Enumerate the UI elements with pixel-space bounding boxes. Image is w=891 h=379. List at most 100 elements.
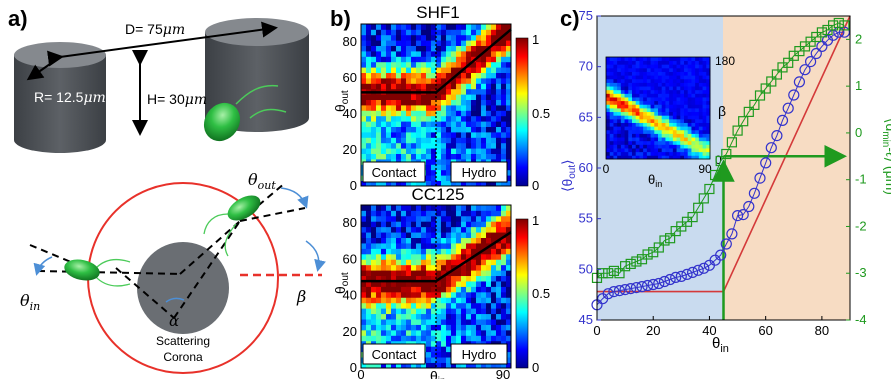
heatmap-cell — [466, 94, 472, 100]
inset-cell — [650, 108, 655, 113]
theta-out-point — [765, 142, 777, 154]
heatmap-cell — [486, 210, 492, 217]
heatmap-cell — [466, 132, 472, 138]
inset-cell — [624, 71, 629, 76]
heatmap-cell — [481, 362, 487, 369]
heatmap-cell — [491, 232, 497, 238]
heatmap-cell — [436, 281, 442, 287]
heatmap-cell — [416, 105, 422, 111]
inset-cell — [639, 67, 644, 72]
inset-cell — [654, 71, 659, 76]
heatmap-cell — [446, 357, 452, 363]
heatmap-cell — [431, 56, 437, 63]
alpha-label: α — [169, 312, 179, 330]
heatmap-cell — [421, 243, 427, 249]
inset-cell — [646, 78, 651, 83]
inset-cell — [695, 129, 700, 134]
heatmap-cell — [411, 51, 417, 57]
inset-cell — [643, 111, 648, 116]
heatmap-cell — [476, 253, 482, 260]
inset-cell — [672, 104, 677, 109]
heatmap-cell — [371, 253, 377, 260]
heatmap-cell — [421, 126, 427, 133]
inset-cell — [650, 118, 655, 123]
inset-cell — [695, 93, 700, 98]
heatmap-cell — [461, 99, 467, 106]
inset-cell — [635, 144, 640, 149]
heatmap-cell — [466, 105, 472, 111]
heatmap-cell — [386, 99, 392, 106]
heatmap-cell — [376, 34, 382, 41]
heatmap-cell — [396, 51, 402, 57]
heatmap-cell — [496, 142, 502, 149]
inset-cell — [650, 140, 655, 145]
panel-c-xlabel: θin — [712, 335, 729, 355]
heatmap-cell — [461, 126, 467, 133]
heatmap-cell — [406, 291, 412, 298]
heatmap-cell — [486, 67, 492, 73]
heatmap-cell — [426, 205, 432, 211]
heatmap-cell — [416, 51, 422, 57]
heatmap-cell — [376, 105, 382, 111]
inset-cell — [702, 97, 707, 102]
heatmap-cell — [426, 126, 432, 133]
heatmap-cell — [416, 78, 422, 84]
inset-cell — [613, 108, 618, 113]
inset-cell — [669, 104, 674, 109]
inset-cell — [606, 148, 611, 153]
inset-cell — [639, 75, 644, 80]
inset-cell — [635, 126, 640, 131]
heatmap-cell — [446, 248, 452, 255]
inset-cell — [632, 86, 637, 91]
inset-cell — [650, 126, 655, 131]
heatmap-cell — [451, 302, 457, 309]
inset-cell — [609, 148, 614, 153]
heatmap-cell — [506, 275, 512, 282]
inset-cell — [617, 148, 622, 153]
heatmap-cell — [406, 221, 412, 228]
heatmap-cell — [471, 29, 477, 36]
inset-cell — [672, 122, 677, 127]
heatmap-cell — [506, 259, 512, 266]
heatmap-cell — [361, 205, 367, 211]
heatmap-cell — [486, 40, 492, 46]
heatmap-cell — [441, 297, 447, 304]
inset-cell — [665, 115, 670, 120]
inset-cell — [672, 151, 677, 156]
heatmap-cell — [506, 169, 512, 176]
inset-cell — [632, 89, 637, 94]
inset-cell — [624, 100, 629, 105]
heatmap-cell — [386, 110, 392, 117]
inset-cell — [680, 78, 685, 83]
heatmap-cell — [366, 237, 372, 244]
heatmap-cell — [426, 148, 432, 154]
heatmap-cell — [476, 215, 482, 222]
inset-cell — [698, 126, 703, 131]
heatmap-cell — [361, 319, 367, 325]
heatmap-cell — [441, 121, 447, 127]
heatmap-cell — [371, 259, 377, 266]
inset-cell — [643, 137, 648, 142]
heatmap-cell — [421, 210, 427, 217]
heatmap-cell — [456, 121, 462, 127]
inset-cell — [609, 129, 614, 134]
heatmap-cell — [506, 221, 512, 228]
heatmap-cell — [481, 56, 487, 63]
heatmap-cell — [461, 115, 467, 122]
heatmap-cell — [371, 308, 377, 315]
heatmap-cell — [406, 180, 412, 187]
heatmap-cell — [501, 121, 507, 127]
dmin-point — [653, 242, 664, 253]
theta-out-point — [816, 40, 828, 53]
inset-cell — [646, 89, 651, 94]
heatmap-cell — [411, 215, 417, 222]
heatmap-cell — [426, 270, 432, 277]
heatmap-cell — [436, 175, 442, 181]
inset-cell — [617, 118, 622, 123]
inset-cell — [680, 60, 685, 65]
heatmap-cell — [491, 362, 497, 369]
heatmap-cell — [486, 237, 492, 244]
heatmap-cell — [396, 121, 402, 127]
heatmap-cell — [436, 357, 442, 363]
